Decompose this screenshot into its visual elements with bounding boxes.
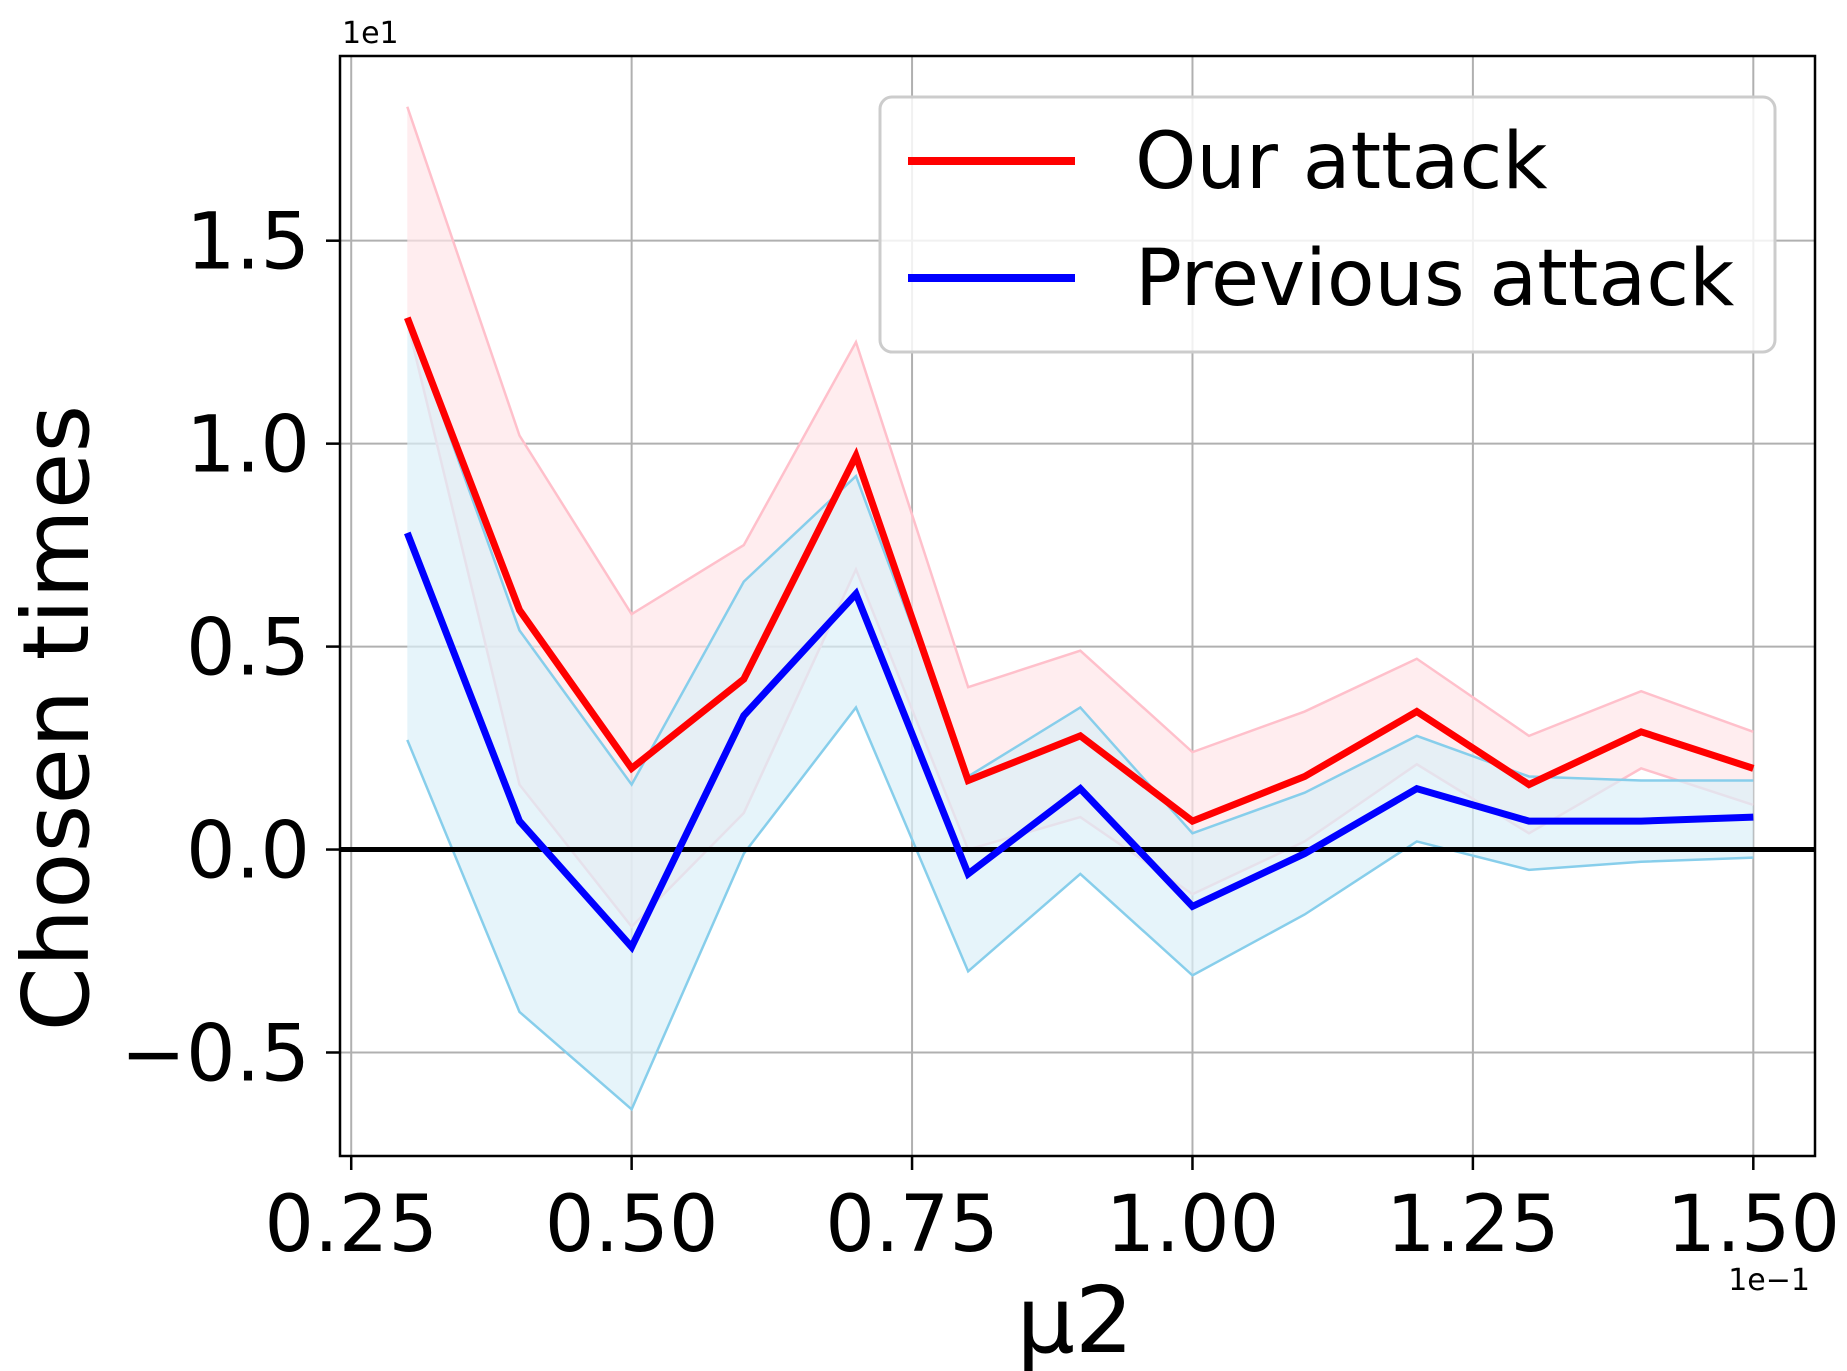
legend-label-previous-attack: Previous attack (1135, 234, 1734, 324)
y-tick-label-3: 1.0 (186, 401, 310, 491)
series-line-1 (404, 531, 1754, 954)
axis-ticks: 0.25 0.50 0.75 1.00 1.25 1.50 −0.5 0.0 0.5 1.0 1.5 (121, 198, 1841, 1270)
band-upper-series-1 (406, 317, 1754, 835)
y-offset-label: 1e1 (342, 16, 399, 51)
y-tick-label-0: −0.5 (121, 1009, 310, 1099)
x-tick-label-0: 0.25 (264, 1180, 438, 1270)
legend-box (878, 95, 1777, 354)
series-lines (340, 316, 1815, 954)
x-offset-label: 1e−1 (1728, 1263, 1810, 1298)
band-fill-series-1 (407, 317, 1754, 1110)
x-tick-label-1: 0.50 (545, 1180, 719, 1270)
plot-border (338, 54, 1817, 1158)
series-line-0 (404, 316, 1755, 826)
x-tick-label-2: 0.75 (825, 1180, 999, 1270)
y-axis-label: Chosen times (3, 405, 110, 1032)
x-tick-label-3: 1.00 (1106, 1180, 1280, 1270)
band-lower-series-1 (406, 705, 1754, 1112)
y-tick-label-1: 0.0 (186, 807, 310, 897)
x-axis-label: μ2 (1016, 1267, 1133, 1371)
x-tick-label-5: 1.50 (1666, 1180, 1840, 1270)
legend: Our attack Previous attack (878, 95, 1777, 354)
legend-label-our-attack: Our attack (1135, 117, 1548, 207)
band-upper-series-0 (406, 106, 1754, 754)
y-tick-label-2: 0.5 (186, 604, 310, 694)
x-tick-label-4: 1.25 (1386, 1180, 1560, 1270)
y-tick-label-4: 1.5 (186, 198, 310, 288)
plot-frame (338, 54, 1817, 1158)
